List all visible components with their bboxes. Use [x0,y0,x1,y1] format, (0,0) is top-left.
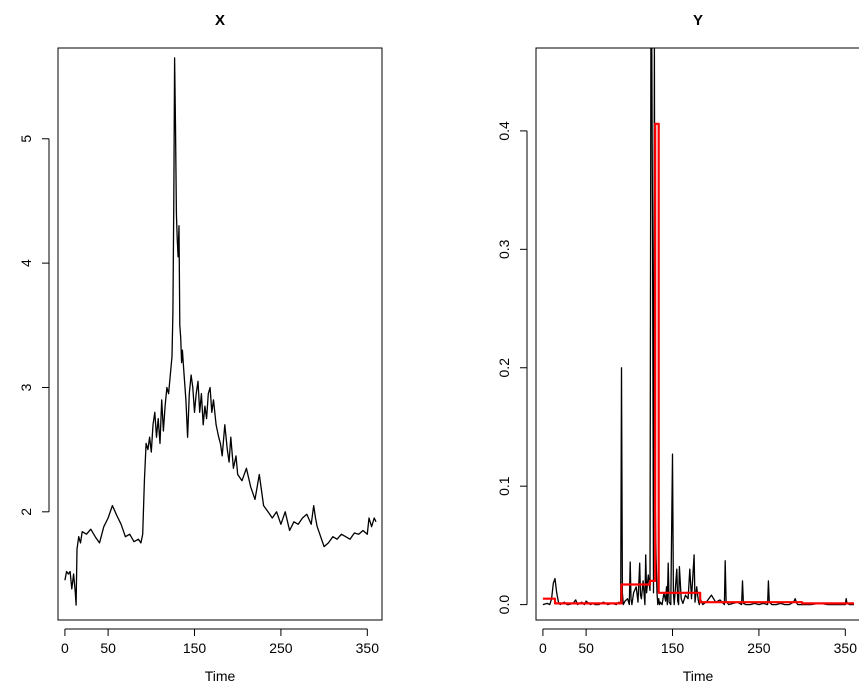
y-tick-label: 0.1 [496,476,512,496]
chart-title: Y [693,12,703,29]
x-tick-label: 0 [539,640,547,656]
x-tick-label: 350 [356,640,380,656]
y-tick-label: 3 [18,383,34,391]
y-tick-label: 2 [18,508,34,516]
y-tick-label: 0.0 [496,595,512,615]
y-tick-label: 5 [18,135,34,143]
x-tick-label: 350 [834,640,858,656]
series-line-black [542,48,854,606]
x-axis-label: Time [205,668,236,684]
chart-panel-y: Y Time 0 50 150 250 350 0.0 0.1 0.2 0.3 0.4 [496,12,859,684]
series-line-red [542,122,854,605]
x-tick-label: 50 [100,640,116,656]
x-axis-label: Time [683,668,714,684]
x-tick-label: 50 [578,640,594,656]
plot-frame [57,47,383,621]
chart-title: X [215,12,225,29]
y-tick-label: 0.2 [496,358,512,378]
y-tick-label: 0.4 [496,121,512,141]
y-tick-label: 4 [18,259,34,267]
plot-frame [535,47,859,621]
chart-panel-x: X Time 0 50 150 250 350 2 3 4 5 [18,12,383,684]
x-tick-label: 150 [183,640,207,656]
x-tick-label: 150 [661,640,685,656]
x-tick-label: 0 [61,640,69,656]
x-tick-label: 250 [747,640,771,656]
y-tick-label: 0.3 [496,239,512,259]
series-line-black [64,57,377,606]
x-tick-label: 250 [269,640,293,656]
